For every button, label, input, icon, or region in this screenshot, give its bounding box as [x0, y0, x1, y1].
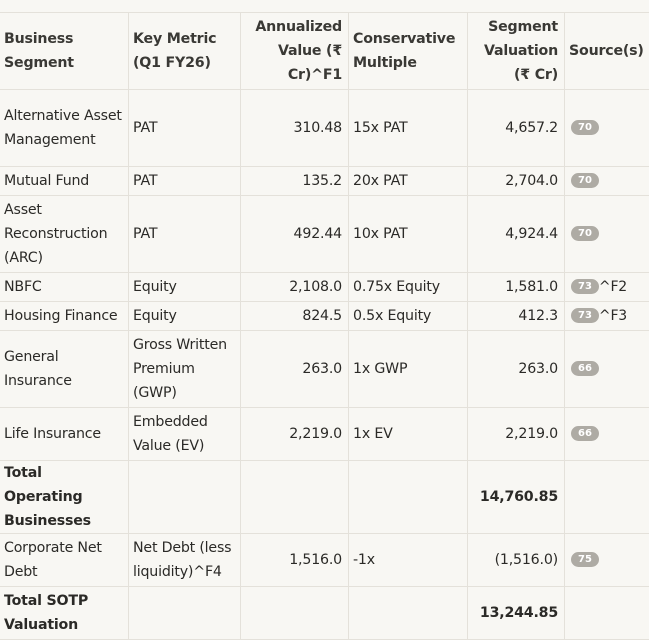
cell-metric: Equity — [129, 302, 241, 331]
cell-valuation: 4,657.2 — [468, 90, 565, 167]
total-operating-label: Total Operating Businesses — [0, 461, 129, 534]
cell-source: 73^F3 — [565, 302, 649, 331]
header-key-metric: Key Metric (Q1 FY26) — [129, 13, 241, 90]
source-badge[interactable]: 70 — [571, 173, 599, 188]
cell-multiple: 0.5x Equity — [349, 302, 468, 331]
cell-value: 824.5 — [241, 302, 349, 331]
cell-value: 1,516.0 — [241, 534, 349, 587]
cell-multiple: 1x GWP — [349, 331, 468, 408]
sotp-valuation-table: Business Segment Key Metric (Q1 FY26) An… — [0, 12, 649, 640]
cell-valuation: 2,704.0 — [468, 167, 565, 196]
cell-source: 70 — [565, 90, 649, 167]
table-row: Alternative Asset Management PAT 310.48 … — [0, 90, 649, 167]
footnote-ref[interactable]: ^F3 — [599, 308, 627, 324]
cell-segment: Mutual Fund — [0, 167, 129, 196]
cell-multiple: 20x PAT — [349, 167, 468, 196]
cell-segment: NBFC — [0, 273, 129, 302]
cell-metric: PAT — [129, 167, 241, 196]
cell-valuation: 2,219.0 — [468, 408, 565, 461]
source-badge[interactable]: 75 — [571, 552, 599, 567]
cell-metric: PAT — [129, 196, 241, 273]
cell-multiple: 10x PAT — [349, 196, 468, 273]
cell-value: 492.44 — [241, 196, 349, 273]
cell-source: 70 — [565, 167, 649, 196]
cell-segment: Life Insurance — [0, 408, 129, 461]
cell-segment: Asset Reconstruction (ARC) — [0, 196, 129, 273]
source-badge[interactable]: 73 — [571, 308, 599, 323]
table-row: Housing Finance Equity 824.5 0.5x Equity… — [0, 302, 649, 331]
header-row: Business Segment Key Metric (Q1 FY26) An… — [0, 13, 649, 90]
cell-segment: Corporate Net Debt — [0, 534, 129, 587]
cell-source: 70 — [565, 196, 649, 273]
cell-value: 2,219.0 — [241, 408, 349, 461]
header-segment-valuation: Segment Valuation (₹ Cr) — [468, 13, 565, 90]
source-badge[interactable]: 66 — [571, 361, 599, 376]
total-operating-valuation: 14,760.85 — [468, 461, 565, 534]
footnote-ref[interactable]: ^F2 — [599, 279, 627, 295]
cell-valuation: 263.0 — [468, 331, 565, 408]
cell-valuation: (1,516.0) — [468, 534, 565, 587]
table-row: Mutual Fund PAT 135.2 20x PAT 2,704.0 70 — [0, 167, 649, 196]
total-sotp-row: Total SOTP Valuation 13,244.85 — [0, 587, 649, 640]
cell-metric: Equity — [129, 273, 241, 302]
cell-valuation: 4,924.4 — [468, 196, 565, 273]
table-row: General Insurance Gross Written Premium … — [0, 331, 649, 408]
cell-metric: Gross Written Premium (GWP) — [129, 331, 241, 408]
cell-metric: PAT — [129, 90, 241, 167]
cell-segment: General Insurance — [0, 331, 129, 408]
cell-metric: Embedded Value (EV) — [129, 408, 241, 461]
source-badge[interactable]: 73 — [571, 279, 599, 294]
source-badge[interactable]: 66 — [571, 426, 599, 441]
cell-multiple: 15x PAT — [349, 90, 468, 167]
cell-source: 66 — [565, 331, 649, 408]
total-operating-row: Total Operating Businesses 14,760.85 — [0, 461, 649, 534]
table-row: NBFC Equity 2,108.0 0.75x Equity 1,581.0… — [0, 273, 649, 302]
header-conservative-multiple: Conservative Multiple — [349, 13, 468, 90]
cell-value: 135.2 — [241, 167, 349, 196]
cell-source: 66 — [565, 408, 649, 461]
cell-multiple: 0.75x Equity — [349, 273, 468, 302]
total-sotp-valuation: 13,244.85 — [468, 587, 565, 640]
header-annualized-value: Annualized Value (₹ Cr)^F1 — [241, 13, 349, 90]
cell-multiple: -1x — [349, 534, 468, 587]
cell-source: 75 — [565, 534, 649, 587]
cell-segment: Alternative Asset Management — [0, 90, 129, 167]
table-row: Corporate Net Debt Net Debt (less liquid… — [0, 534, 649, 587]
cell-source: 73^F2 — [565, 273, 649, 302]
cell-multiple: 1x EV — [349, 408, 468, 461]
cell-metric: Net Debt (less liquidity)^F4 — [129, 534, 241, 587]
source-badge[interactable]: 70 — [571, 226, 599, 241]
cell-valuation: 1,581.0 — [468, 273, 565, 302]
table-row: Asset Reconstruction (ARC) PAT 492.44 10… — [0, 196, 649, 273]
header-business-segment: Business Segment — [0, 13, 129, 90]
cell-value: 310.48 — [241, 90, 349, 167]
total-sotp-label: Total SOTP Valuation — [0, 587, 129, 640]
cell-value: 2,108.0 — [241, 273, 349, 302]
cell-value: 263.0 — [241, 331, 349, 408]
source-badge[interactable]: 70 — [571, 120, 599, 135]
header-sources: Source(s) — [565, 13, 649, 90]
table-row: Life Insurance Embedded Value (EV) 2,219… — [0, 408, 649, 461]
cell-valuation: 412.3 — [468, 302, 565, 331]
cell-segment: Housing Finance — [0, 302, 129, 331]
